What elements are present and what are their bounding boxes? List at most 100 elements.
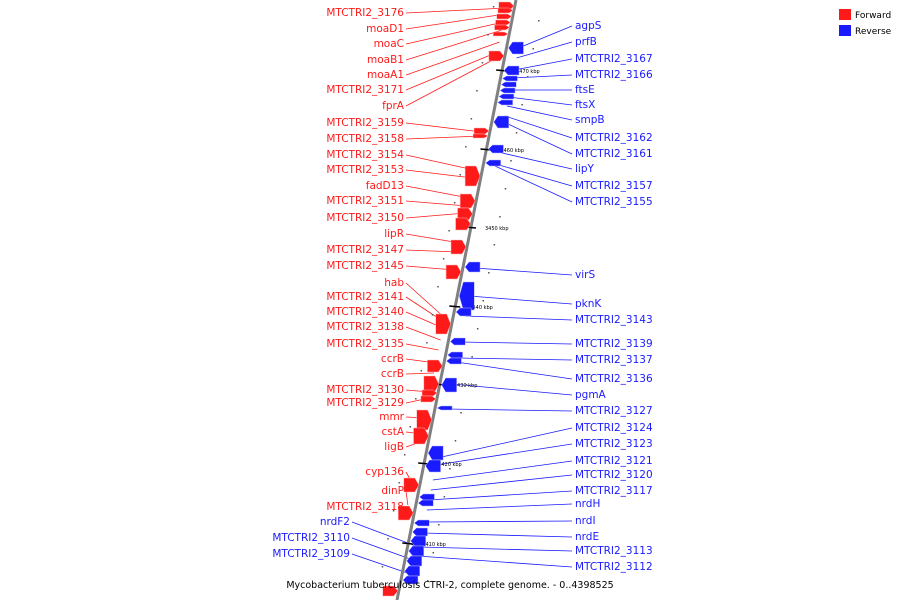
forward-gene-block <box>421 389 438 397</box>
minor-tick-dot <box>387 538 389 540</box>
forward-gene-block <box>423 375 440 393</box>
forward-gene-block <box>459 193 476 209</box>
reverse-gene-label: ftsE <box>575 84 595 96</box>
reverse-gene-block <box>449 337 466 346</box>
minor-tick-dot <box>437 286 439 288</box>
reverse-connector <box>351 553 411 575</box>
reverse-gene-block <box>503 65 520 76</box>
reverse-connector <box>469 295 573 305</box>
forward-gene-block <box>472 133 489 139</box>
reverse-gene-label: MTCTRI2_3112 <box>575 561 653 573</box>
forward-gene-block <box>398 505 414 521</box>
reverse-connector <box>474 267 573 276</box>
forward-gene-label: MTCTRI2_3158 <box>326 133 404 145</box>
minor-tick-dot <box>510 160 512 162</box>
reverse-gene-label: MTCTRI2_3117 <box>575 485 653 497</box>
minor-tick-dot <box>538 20 540 22</box>
minor-tick-dot <box>426 580 429 582</box>
reverse-gene-label: MTCTRI2_3137 <box>575 354 653 366</box>
reverse-gene-label: MTCTRI2_3120 <box>575 469 653 481</box>
forward-gene-label: cyp136 <box>365 466 404 478</box>
forward-connector <box>405 249 459 253</box>
reverse-gene-block <box>406 555 422 567</box>
scale-tick-mark <box>449 305 461 308</box>
forward-gene-block <box>497 7 514 14</box>
forward-connector <box>405 372 435 375</box>
forward-gene-block <box>493 31 509 37</box>
forward-connector <box>405 51 498 91</box>
gene-labels: MTCTRI2_3176 moaD1 moaC moaB1 moaA1 MTCTRI2_3… <box>272 7 653 573</box>
forward-gene-label: moaC <box>374 38 404 50</box>
reverse-connector <box>430 474 573 491</box>
forward-gene-block <box>464 165 481 187</box>
reverse-connector <box>516 41 573 59</box>
forward-gene-label: MTCTRI2_3171 <box>326 84 404 96</box>
gene-features <box>382 1 524 597</box>
minor-tick-dot <box>499 216 501 218</box>
reverse-gene-block <box>499 87 516 94</box>
forward-gene-block <box>473 127 490 135</box>
reverse-gene-label: MTCTRI2_3161 <box>575 148 653 160</box>
reverse-connector <box>428 490 573 501</box>
reverse-gene-block <box>447 351 463 359</box>
minor-tick-dot <box>448 230 450 232</box>
reverse-gene-block <box>455 307 472 317</box>
reverse-connector <box>419 546 573 552</box>
reverse-connector <box>424 520 573 523</box>
forward-gene-block <box>427 359 443 373</box>
reverse-gene-block <box>412 527 428 537</box>
forward-connector <box>405 7 507 14</box>
minor-tick-dot <box>449 468 451 470</box>
reverse-connector <box>437 427 573 459</box>
minor-tick-dot <box>460 412 462 414</box>
forward-gene-label: MTCTRI2_3135 <box>326 338 404 350</box>
reverse-gene-block <box>488 144 504 154</box>
minor-tick-dot <box>476 328 479 330</box>
minor-tick-dot <box>443 496 446 498</box>
minor-tick-dot <box>438 524 440 526</box>
reverse-gene-label: prfB <box>575 36 597 48</box>
reverse-connector <box>432 460 573 481</box>
reverse-gene-block <box>419 493 435 501</box>
minor-tick-dot <box>515 132 518 134</box>
forward-gene-block <box>455 217 471 231</box>
forward-gene-block <box>450 239 467 255</box>
reverse-connector <box>456 357 573 361</box>
forward-connector <box>405 282 446 319</box>
forward-connector <box>405 13 506 30</box>
reverse-connector <box>512 74 573 79</box>
minor-tick-dot <box>521 104 523 106</box>
minor-tick-dot <box>481 62 484 64</box>
scale-tick-label: 3460 kbp <box>500 148 524 154</box>
reverse-connector <box>497 151 573 170</box>
reverse-gene-label: virS <box>575 269 595 281</box>
forward-gene-label: MTCTRI2_3153 <box>326 164 404 176</box>
forward-gene-block <box>403 477 420 493</box>
forward-connector <box>405 29 503 61</box>
minor-tick-dot <box>504 188 507 190</box>
reverse-gene-label: MTCTRI2_3167 <box>575 53 653 65</box>
minor-tick-dot <box>415 398 417 400</box>
reverse-gene-label: nrdF2 <box>320 516 350 528</box>
minor-tick-dot <box>470 118 473 120</box>
reverse-connector <box>506 105 573 121</box>
reverse-gene-block <box>485 159 501 167</box>
reverse-gene-label: MTCTRI2_3110 <box>272 532 350 544</box>
forward-gene-label: MTCTRI2_3159 <box>326 117 404 129</box>
minor-tick-dot <box>526 76 529 78</box>
reverse-gene-label: nrdI <box>575 515 596 527</box>
legend-reverse-label: Reverse <box>855 27 892 37</box>
forward-connector <box>405 154 475 171</box>
minor-tick-dot <box>442 258 445 260</box>
forward-gene-label: MTCTRI2_3140 <box>326 306 404 318</box>
reverse-gene-block <box>404 565 421 577</box>
reverse-gene-block <box>501 75 518 82</box>
minor-tick-dot <box>482 300 484 302</box>
scale-tick-label: 3470 kbp <box>516 69 540 75</box>
reverse-connector <box>504 115 573 139</box>
scale-tick-label: 3420 kbp <box>438 462 462 468</box>
reverse-gene-block <box>459 281 475 311</box>
reverse-gene-label: nrdE <box>575 531 599 543</box>
reverse-gene-block <box>498 93 515 100</box>
reverse-gene-label: MTCTRI2_3162 <box>575 132 653 144</box>
